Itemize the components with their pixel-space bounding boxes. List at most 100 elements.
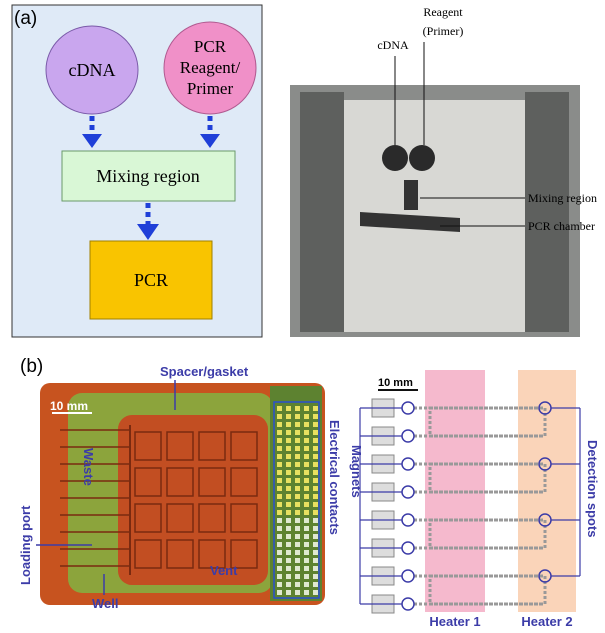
schematic-label: Detection spots (585, 440, 600, 538)
contact-pad (313, 462, 318, 467)
contact-pad (313, 518, 318, 523)
contact-pad (313, 494, 318, 499)
contact-pad (286, 470, 291, 475)
contact-pad (295, 574, 300, 579)
contact-pad (295, 550, 300, 555)
scale-label: 10 mm (378, 377, 413, 389)
device-label: Waste (81, 448, 96, 486)
contact-pad (286, 462, 291, 467)
cdna-reservoir (382, 145, 408, 171)
contact-pad (304, 590, 309, 595)
figure: (a) cDNA PCR Reagent/ Primer Mixing regi… (0, 0, 605, 633)
contact-pad (277, 590, 282, 595)
contact-pad (295, 438, 300, 443)
contact-pad (304, 438, 309, 443)
contact-pad (313, 486, 318, 491)
contact-pad (286, 518, 291, 523)
contact-pad (313, 526, 318, 531)
contact-pad (295, 502, 300, 507)
contact-pad (313, 566, 318, 571)
contact-pad (277, 502, 282, 507)
contact-pad (313, 574, 318, 579)
photo-label: PCR chamber (528, 219, 595, 233)
schematic-label: Magnets (349, 445, 364, 498)
cdna-label: cDNA (69, 60, 116, 80)
contact-pad (295, 526, 300, 531)
contact-pad (304, 502, 309, 507)
contact-pad (277, 430, 282, 435)
contact-pad (286, 422, 291, 427)
contact-pad (295, 406, 300, 411)
contact-pad (295, 510, 300, 515)
contact-pad (277, 542, 282, 547)
contact-pad (295, 566, 300, 571)
photo-clamp (300, 92, 344, 332)
contact-pad (277, 518, 282, 523)
contact-pad (304, 462, 309, 467)
contact-pad (277, 438, 282, 443)
contact-pad (286, 566, 291, 571)
contact-pad (295, 534, 300, 539)
spot (402, 598, 414, 610)
panel-label: (b) (20, 356, 43, 377)
contact-pad (286, 446, 291, 451)
contact-pad (295, 470, 300, 475)
contact-pad (277, 454, 282, 459)
contact-pad (313, 470, 318, 475)
device-label: Vent (210, 563, 238, 578)
contact-pad (277, 462, 282, 467)
spot (402, 542, 414, 554)
contact-pad (295, 486, 300, 491)
chip-photo (290, 85, 580, 337)
contact-pad (277, 446, 282, 451)
contact-pad (286, 430, 291, 435)
contact-pad (295, 582, 300, 587)
contact-pad (304, 478, 309, 483)
contact-pad (286, 502, 291, 507)
contact-pad (295, 414, 300, 419)
spot (402, 570, 414, 582)
contact-pad (295, 590, 300, 595)
contact-pad (304, 422, 309, 427)
contact-pad (295, 462, 300, 467)
contact-pad (286, 454, 291, 459)
contact-pad (304, 534, 309, 539)
contact-pad (286, 590, 291, 595)
contact-pad (277, 558, 282, 563)
contact-pad (286, 406, 291, 411)
contact-pad (286, 414, 291, 419)
contact-pad (304, 574, 309, 579)
contact-pad (277, 486, 282, 491)
contact-pad (313, 510, 318, 515)
contact-pad (313, 422, 318, 427)
contact-pad (304, 446, 309, 451)
reagent-label: Primer (187, 79, 234, 98)
photo-label: (Primer) (423, 24, 464, 38)
device-label: Loading port (18, 505, 33, 585)
contact-pad (304, 550, 309, 555)
contact-pad (286, 582, 291, 587)
contact-pad (313, 550, 318, 555)
contact-pad (277, 550, 282, 555)
contact-pad (313, 590, 318, 595)
contact-pad (277, 414, 282, 419)
contact-pad (295, 422, 300, 427)
photo-label: Reagent (423, 5, 463, 19)
contact-pad (286, 486, 291, 491)
contact-pad (304, 494, 309, 499)
contact-pad (304, 486, 309, 491)
contact-pad (286, 558, 291, 563)
contact-pad (277, 574, 282, 579)
contact-pad (313, 446, 318, 451)
contact-pad (277, 422, 282, 427)
contact-pad (286, 438, 291, 443)
mixing-channel (404, 180, 418, 210)
schematic-label: Heater 2 (521, 614, 572, 629)
contact-pad (295, 518, 300, 523)
contact-pad (304, 526, 309, 531)
contact-pad (304, 414, 309, 419)
contact-pad (286, 478, 291, 483)
schematic-label: Heater 1 (429, 614, 480, 629)
contact-pad (304, 542, 309, 547)
contact-pad (286, 542, 291, 547)
